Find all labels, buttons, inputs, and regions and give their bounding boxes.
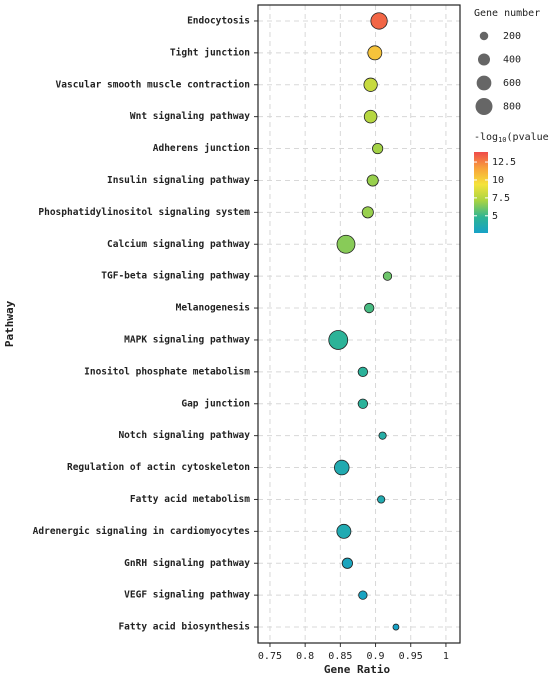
bubble — [357, 398, 369, 409]
y-tick-label: Fatty acid biosynthesis — [118, 622, 250, 633]
x-tick-label: 1 — [443, 651, 449, 662]
colorbar — [474, 152, 488, 233]
bubble — [370, 12, 388, 30]
x-tick-label: 0.9 — [367, 651, 385, 662]
colorbar-tick-label: 10 — [492, 175, 504, 186]
size-legend-label: 200 — [503, 31, 521, 42]
colorbar-title-prefix: -log — [474, 132, 498, 143]
y-tick-label: MAPK signaling pathway — [124, 334, 250, 345]
colorbar-tick-label: 5 — [492, 211, 498, 222]
bubble — [363, 77, 378, 92]
size-legend-key — [479, 31, 489, 41]
size-legend-label: 600 — [503, 78, 521, 89]
bubble — [336, 234, 356, 254]
bubble — [382, 271, 393, 281]
x-tick-label: 0.8 — [296, 651, 314, 662]
size-legend-title: Gene number — [474, 8, 540, 19]
colorbar-title-suffix: (pvalue) — [507, 132, 550, 143]
bubble — [328, 330, 349, 350]
size-legend-label: 400 — [503, 55, 521, 66]
bubble — [378, 431, 387, 440]
y-tick-label: Melanogenesis — [176, 303, 250, 314]
y-axis-label: Pathway — [3, 300, 16, 347]
bubble — [372, 142, 384, 155]
bubble — [377, 495, 386, 504]
y-tick-label: Adherens junction — [153, 143, 250, 154]
y-tick-label: VEGF signaling pathway — [124, 590, 250, 601]
bubble — [364, 302, 375, 314]
y-tick-label: Wnt signaling pathway — [130, 111, 250, 122]
y-tick-label: Fatty acid metabolism — [130, 494, 250, 505]
y-tick-label: Endocytosis — [187, 15, 250, 26]
x-axis-label: Gene Ratio — [324, 663, 391, 676]
bubble — [392, 623, 400, 631]
bubble — [334, 459, 350, 476]
y-tick-label: Regulation of actin cytoskeleton — [67, 462, 250, 473]
y-tick-label: Tight junction — [170, 47, 250, 58]
bubble — [366, 174, 379, 187]
size-legend-key — [476, 75, 492, 91]
y-tick-label: Phosphatidylinositol signaling system — [38, 207, 250, 218]
bubble — [358, 590, 368, 600]
y-tick-label: Gap junction — [181, 398, 250, 409]
y-tick-label: GnRH signaling pathway — [124, 558, 250, 569]
x-tick-label: 0.75 — [258, 651, 282, 662]
colorbar-tick-label: 7.5 — [492, 193, 510, 204]
y-tick-label: Calcium signaling pathway — [107, 239, 250, 250]
y-tick-label: Adrenergic signaling in cardiomyocytes — [33, 526, 250, 537]
x-tick-label: 0.95 — [399, 651, 423, 662]
bubble — [357, 366, 369, 377]
size-legend-key — [478, 53, 490, 66]
colorbar-title-sub: 10 — [498, 136, 506, 144]
plot-border — [257, 4, 461, 644]
bubble — [367, 45, 383, 61]
bubble — [361, 206, 374, 219]
y-tick-label: Insulin signaling pathway — [107, 175, 250, 186]
bubble — [341, 557, 353, 569]
y-tick-label: Vascular smooth muscle contraction — [56, 79, 250, 90]
bubble — [336, 523, 352, 539]
size-legend-label: 800 — [503, 102, 521, 113]
plot-background — [258, 5, 460, 643]
y-tick-label: Notch signaling pathway — [118, 430, 250, 441]
size-legend-key — [475, 98, 493, 115]
colorbar-tick-label: 12.5 — [492, 157, 516, 168]
bubble — [363, 109, 378, 124]
y-tick-label: Inositol phosphate metabolism — [84, 366, 250, 377]
colorbar-title: -log10(pvalue) — [474, 132, 550, 144]
x-tick-label: 0.85 — [328, 651, 352, 662]
y-tick-label: TGF-beta signaling pathway — [101, 271, 250, 282]
